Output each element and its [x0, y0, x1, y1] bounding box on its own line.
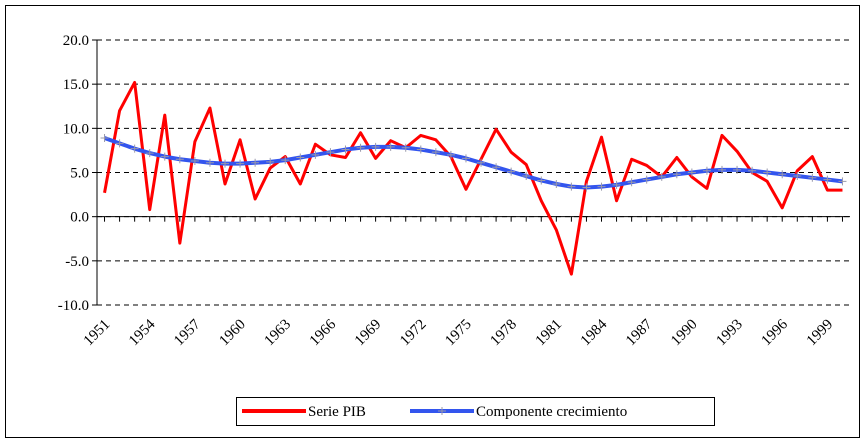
point-marker	[386, 142, 395, 151]
point-marker	[431, 148, 440, 157]
y-tick-label: 5.0	[70, 166, 89, 182]
point-marker	[537, 176, 546, 185]
point-marker	[672, 170, 681, 179]
point-marker	[642, 175, 651, 184]
y-tick-label: -10.0	[58, 298, 89, 314]
y-tick-label: -5.0	[65, 254, 89, 270]
y-tick-label: 0.0	[70, 210, 89, 226]
point-marker	[461, 154, 470, 163]
point-marker	[266, 157, 275, 166]
point-marker	[446, 150, 455, 159]
point-marker	[311, 150, 320, 159]
point-marker	[160, 152, 169, 161]
point-marker	[507, 167, 516, 176]
point-marker	[326, 148, 335, 157]
point-marker	[627, 178, 636, 187]
point-marker	[702, 166, 711, 175]
point-marker	[477, 158, 486, 167]
point-marker	[251, 158, 260, 167]
legend-label: Componente crecimiento	[476, 404, 627, 420]
legend-marker	[438, 407, 446, 415]
point-marker	[763, 168, 772, 177]
point-marker	[552, 179, 561, 188]
point-marker	[733, 165, 742, 174]
point-marker	[115, 139, 124, 148]
point-marker	[687, 168, 696, 177]
point-marker	[371, 142, 380, 151]
point-marker	[597, 182, 606, 191]
point-marker	[175, 155, 184, 164]
point-marker	[567, 182, 576, 191]
point-marker	[145, 149, 154, 158]
legend-box	[236, 397, 715, 426]
point-marker	[281, 156, 290, 165]
point-marker	[823, 175, 832, 184]
point-marker	[205, 158, 214, 167]
point-marker	[100, 134, 109, 143]
y-tick-label: 10.0	[63, 121, 89, 137]
point-marker	[401, 143, 410, 152]
point-marker	[356, 143, 365, 152]
point-marker	[190, 157, 199, 166]
point-marker	[221, 159, 230, 168]
point-marker	[130, 144, 139, 153]
series-line	[103, 80, 843, 276]
point-marker	[492, 163, 501, 172]
point-marker	[748, 166, 757, 175]
y-tick-label: 20.0	[63, 33, 89, 49]
point-marker	[838, 177, 847, 186]
point-marker	[416, 145, 425, 154]
point-marker	[717, 165, 726, 174]
point-marker	[612, 180, 621, 189]
point-marker	[657, 172, 666, 181]
point-marker	[236, 159, 245, 168]
point-marker	[778, 170, 787, 179]
point-marker	[793, 172, 802, 181]
chart-border	[5, 5, 860, 438]
point-marker	[341, 145, 350, 154]
y-tick-label: 15.0	[63, 77, 89, 93]
legend-label: Serie PIB	[308, 404, 366, 420]
point-marker	[582, 183, 591, 192]
point-marker	[296, 153, 305, 162]
point-marker	[522, 172, 531, 181]
point-marker	[808, 173, 817, 182]
